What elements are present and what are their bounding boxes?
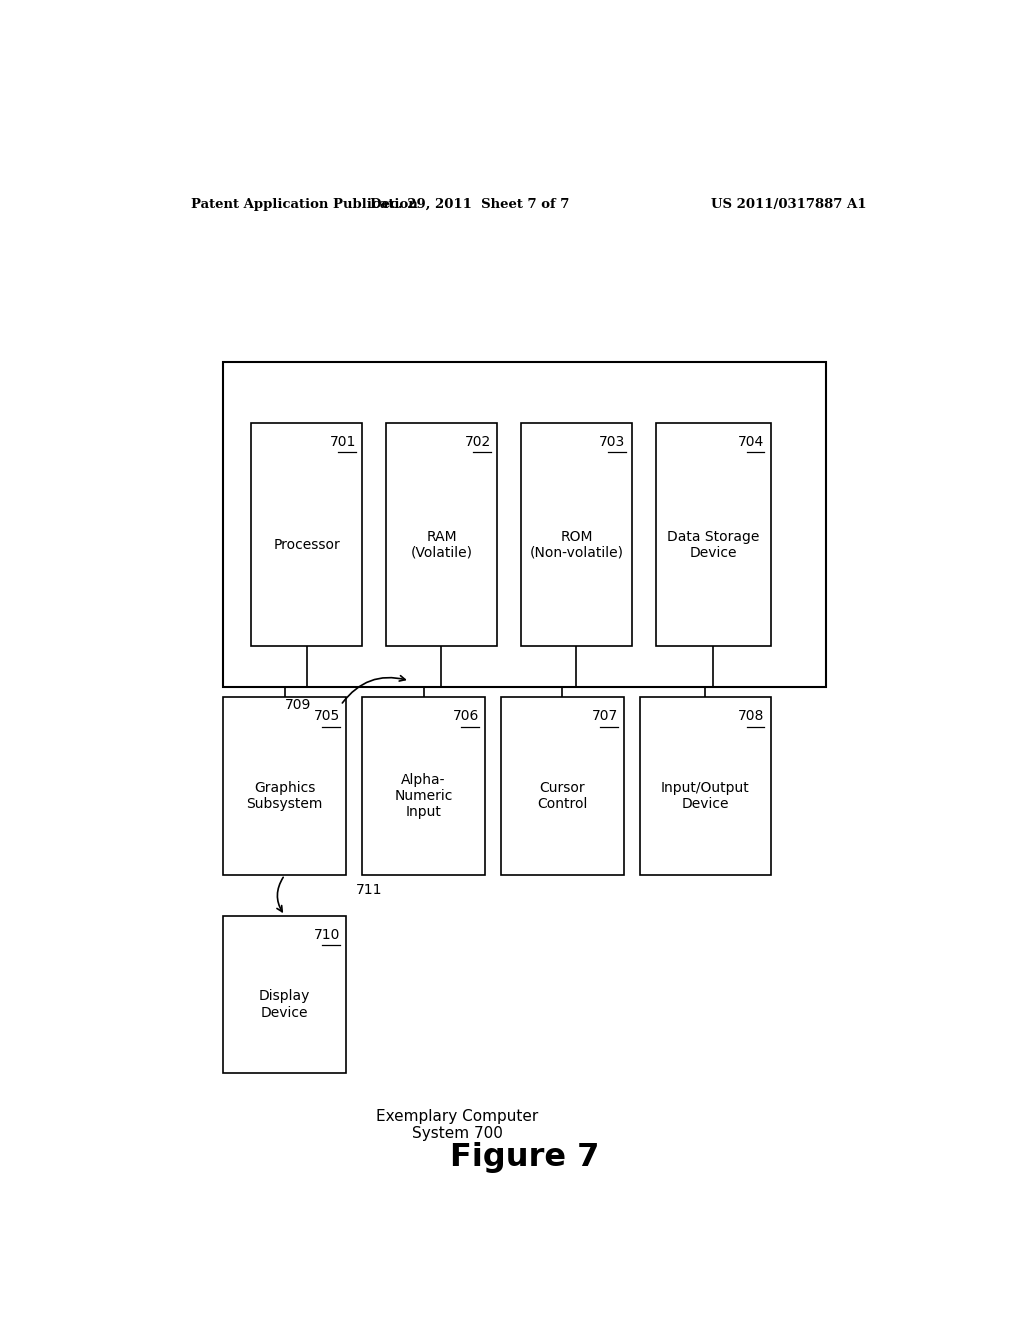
Text: Cursor
Control: Cursor Control <box>538 781 588 812</box>
FancyBboxPatch shape <box>501 697 624 875</box>
Text: 701: 701 <box>330 434 355 449</box>
Text: 709: 709 <box>285 698 311 713</box>
Text: ROM
(Non-volatile): ROM (Non-volatile) <box>529 529 624 560</box>
FancyBboxPatch shape <box>251 422 362 647</box>
FancyBboxPatch shape <box>521 422 632 647</box>
FancyBboxPatch shape <box>640 697 771 875</box>
Text: Figure 7: Figure 7 <box>451 1142 599 1173</box>
Text: Dec. 29, 2011  Sheet 7 of 7: Dec. 29, 2011 Sheet 7 of 7 <box>370 198 569 211</box>
Text: US 2011/0317887 A1: US 2011/0317887 A1 <box>711 198 866 211</box>
FancyBboxPatch shape <box>386 422 497 647</box>
Text: RAM
(Volatile): RAM (Volatile) <box>411 529 472 560</box>
Text: Data Storage
Device: Data Storage Device <box>667 529 760 560</box>
FancyBboxPatch shape <box>655 422 771 647</box>
Text: 706: 706 <box>453 709 479 723</box>
FancyBboxPatch shape <box>223 916 346 1073</box>
FancyBboxPatch shape <box>223 362 826 686</box>
FancyBboxPatch shape <box>223 697 346 875</box>
Text: 703: 703 <box>599 434 626 449</box>
Text: 704: 704 <box>738 434 765 449</box>
Text: 702: 702 <box>465 434 490 449</box>
Text: Alpha-
Numeric
Input: Alpha- Numeric Input <box>394 774 453 820</box>
Text: Display
Device: Display Device <box>259 990 310 1019</box>
Text: Graphics
Subsystem: Graphics Subsystem <box>247 781 323 812</box>
Text: 708: 708 <box>738 709 765 723</box>
Text: 707: 707 <box>592 709 617 723</box>
Text: Patent Application Publication: Patent Application Publication <box>191 198 418 211</box>
FancyBboxPatch shape <box>362 697 485 875</box>
Text: Input/Output
Device: Input/Output Device <box>660 781 750 812</box>
Text: Exemplary Computer
System 700: Exemplary Computer System 700 <box>376 1109 539 1140</box>
Text: 705: 705 <box>313 709 340 723</box>
Text: 711: 711 <box>355 883 382 898</box>
Text: Processor: Processor <box>273 537 340 552</box>
Text: 710: 710 <box>313 928 340 941</box>
